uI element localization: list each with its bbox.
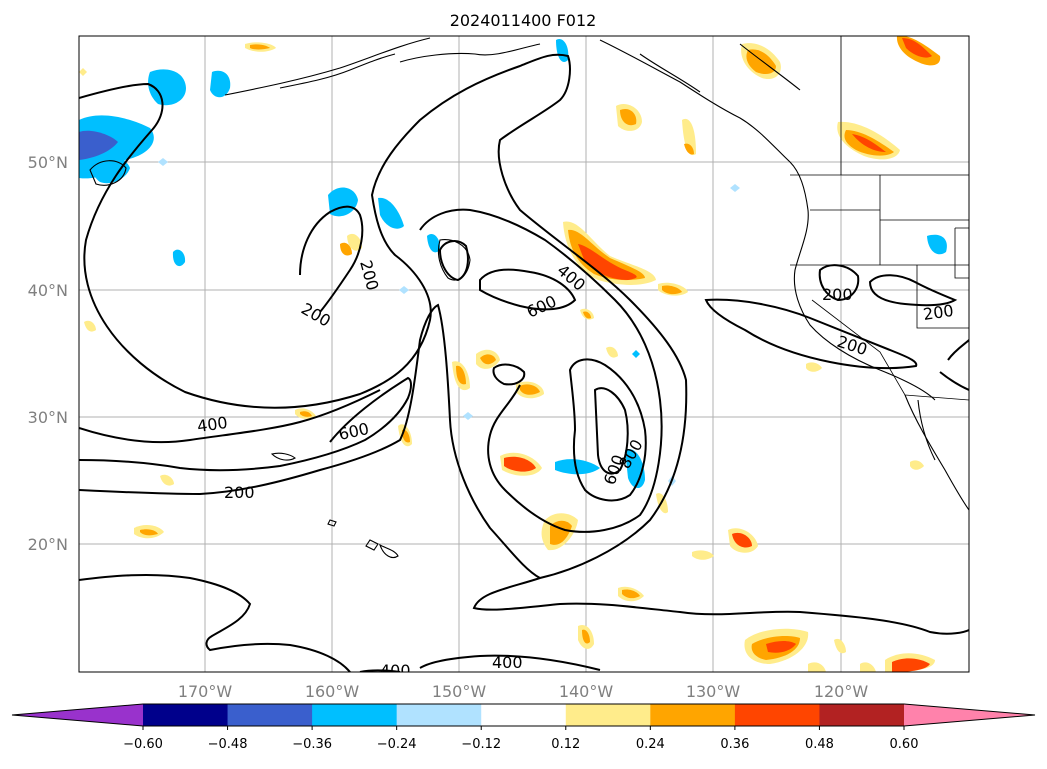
lon-tick-label: 150°W [432, 682, 487, 701]
colorbar-segment [650, 704, 736, 726]
colorbar-tick-label: −0.60 [123, 737, 163, 752]
negative-anomaly-patches [79, 38, 947, 489]
colorbar-tick-label: 0.24 [636, 737, 665, 752]
colorbar: −0.60 −0.48 −0.36 −0.24 −0.12 0.12 0.24 0.36 0.4… [11, 703, 1036, 752]
chart-title: 2024011400 F012 [450, 11, 597, 30]
map-area: 200 200 400 600 400 600 200 600 800 400 … [79, 36, 969, 680]
colorbar-tick-label: −0.48 [208, 737, 248, 752]
lat-tick-label: 50°N [28, 153, 68, 172]
lat-tick-label: 30°N [28, 408, 68, 427]
colorbar-tick-label: −0.24 [377, 737, 417, 752]
colorbar-segment [396, 704, 482, 726]
contour-label: 200 [922, 301, 955, 324]
contour-label: 400 [196, 413, 229, 436]
colorbar-segment [481, 704, 567, 726]
colorbar-segment [227, 704, 313, 726]
lon-tick-label: 140°W [559, 682, 614, 701]
colorbar-segment [565, 704, 651, 726]
colorbar-segment [312, 704, 398, 726]
colorbar-tick-label: −0.36 [292, 737, 332, 752]
latitude-labels: 50°N 40°N 30°N 20°N [28, 153, 68, 554]
colorbar-tick-label: 0.12 [551, 737, 580, 752]
contour-label: 200 [822, 285, 853, 304]
colorbar-segment [143, 704, 229, 726]
political-borders [790, 36, 969, 401]
colorbar-tick-label: −0.12 [461, 737, 501, 752]
lat-tick-label: 40°N [28, 281, 68, 300]
colorbar-segment [819, 704, 905, 726]
colorbar-extend-min [12, 704, 143, 726]
lon-tick-label: 170°W [178, 682, 233, 701]
colorbar-tick-label: 0.48 [805, 737, 834, 752]
longitude-labels: 170°W 160°W 150°W 140°W 130°W 120°W [178, 682, 869, 701]
colorbar-extend-max [904, 704, 1035, 726]
colorbar-segment [734, 704, 820, 726]
contour-label: 400 [380, 661, 411, 680]
lon-tick-label: 160°W [305, 682, 360, 701]
colorbar-tick-label: 0.36 [720, 737, 749, 752]
colorbar-tick-label: 0.60 [890, 737, 919, 752]
lon-tick-label: 120°W [814, 682, 869, 701]
contour-label: 200 [224, 483, 255, 502]
lon-tick-label: 130°W [686, 682, 741, 701]
map-frame [78, 35, 970, 673]
lat-tick-label: 20°N [28, 535, 68, 554]
contour-label: 400 [492, 653, 523, 672]
contour-lines [79, 53, 969, 672]
positive-anomaly-patches [79, 36, 941, 672]
